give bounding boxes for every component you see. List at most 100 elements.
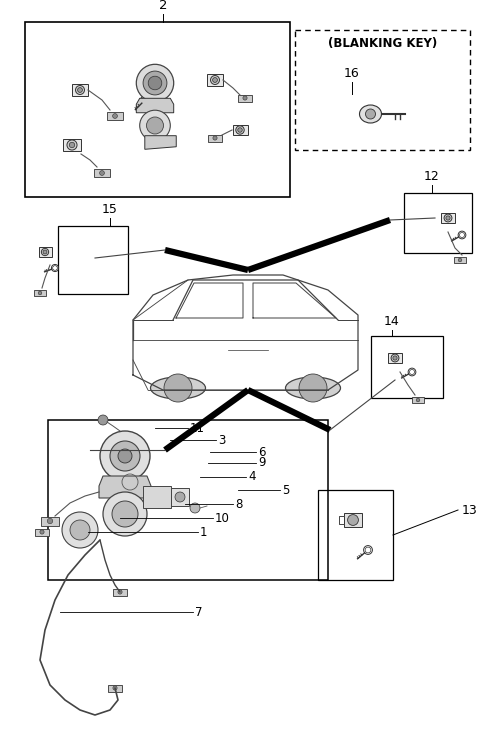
Circle shape bbox=[113, 113, 118, 118]
Bar bbox=[113, 589, 127, 595]
Text: (BLANKING KEY): (BLANKING KEY) bbox=[328, 38, 437, 51]
Circle shape bbox=[43, 250, 47, 254]
Text: 15: 15 bbox=[102, 203, 118, 216]
Circle shape bbox=[100, 171, 105, 175]
Bar bbox=[143, 486, 171, 508]
Circle shape bbox=[213, 136, 217, 140]
Circle shape bbox=[48, 518, 53, 524]
Bar bbox=[441, 213, 455, 223]
Bar bbox=[25, 22, 290, 197]
Circle shape bbox=[38, 291, 42, 295]
Circle shape bbox=[391, 354, 399, 362]
Bar bbox=[38, 247, 51, 257]
Circle shape bbox=[70, 520, 90, 540]
Bar bbox=[41, 517, 59, 526]
Circle shape bbox=[142, 97, 148, 103]
Text: 6: 6 bbox=[258, 445, 265, 459]
Circle shape bbox=[69, 142, 75, 148]
Circle shape bbox=[98, 415, 108, 425]
Bar bbox=[388, 353, 402, 363]
Circle shape bbox=[459, 233, 465, 238]
Circle shape bbox=[62, 512, 98, 548]
Text: 10: 10 bbox=[215, 512, 230, 525]
Circle shape bbox=[112, 501, 138, 527]
Bar bbox=[48, 420, 328, 580]
Bar bbox=[171, 488, 189, 506]
Circle shape bbox=[365, 109, 375, 119]
Circle shape bbox=[103, 492, 147, 536]
Bar bbox=[412, 397, 424, 403]
Bar bbox=[207, 74, 223, 85]
Bar bbox=[295, 30, 470, 150]
Circle shape bbox=[211, 76, 219, 85]
Bar bbox=[232, 124, 248, 135]
Text: 3: 3 bbox=[218, 434, 226, 447]
Circle shape bbox=[190, 503, 200, 513]
Bar bbox=[208, 135, 222, 141]
Circle shape bbox=[100, 431, 150, 481]
Circle shape bbox=[113, 686, 117, 690]
Text: 4: 4 bbox=[248, 470, 255, 484]
Ellipse shape bbox=[151, 377, 205, 399]
Circle shape bbox=[164, 374, 192, 402]
Circle shape bbox=[67, 140, 77, 150]
Bar bbox=[318, 490, 393, 580]
Circle shape bbox=[146, 117, 164, 134]
Polygon shape bbox=[99, 476, 151, 498]
Circle shape bbox=[446, 216, 450, 220]
Circle shape bbox=[110, 441, 140, 471]
Ellipse shape bbox=[286, 377, 340, 399]
Circle shape bbox=[143, 71, 167, 95]
Circle shape bbox=[213, 77, 217, 82]
Text: 1: 1 bbox=[200, 526, 207, 539]
Text: 2: 2 bbox=[159, 0, 167, 12]
Circle shape bbox=[118, 590, 122, 594]
Circle shape bbox=[243, 96, 247, 100]
Bar bbox=[238, 94, 252, 102]
Bar bbox=[58, 226, 128, 294]
Circle shape bbox=[393, 356, 397, 360]
Bar bbox=[34, 290, 46, 296]
Bar bbox=[371, 336, 443, 398]
Circle shape bbox=[118, 449, 132, 463]
Circle shape bbox=[136, 64, 174, 102]
Bar bbox=[107, 112, 123, 120]
Circle shape bbox=[148, 77, 162, 90]
Text: 8: 8 bbox=[235, 498, 242, 511]
Circle shape bbox=[348, 514, 359, 526]
Circle shape bbox=[53, 266, 57, 270]
Text: 13: 13 bbox=[462, 503, 478, 517]
Polygon shape bbox=[136, 99, 174, 113]
Bar bbox=[454, 257, 466, 263]
Circle shape bbox=[238, 128, 242, 132]
Bar bbox=[108, 684, 122, 692]
Bar bbox=[404, 193, 472, 253]
Bar bbox=[35, 528, 49, 536]
Text: 14: 14 bbox=[384, 315, 400, 328]
Bar bbox=[72, 85, 88, 96]
Text: 9: 9 bbox=[258, 456, 265, 470]
Circle shape bbox=[416, 398, 420, 402]
Circle shape bbox=[41, 248, 48, 255]
Circle shape bbox=[444, 214, 452, 222]
Text: 5: 5 bbox=[282, 484, 289, 497]
Circle shape bbox=[458, 258, 462, 262]
Circle shape bbox=[140, 110, 170, 141]
Circle shape bbox=[236, 126, 244, 134]
Circle shape bbox=[409, 369, 415, 375]
Bar bbox=[63, 138, 81, 152]
Circle shape bbox=[75, 85, 84, 94]
Text: 12: 12 bbox=[424, 170, 440, 183]
Circle shape bbox=[365, 547, 371, 553]
Text: 7: 7 bbox=[195, 606, 203, 618]
Circle shape bbox=[299, 374, 327, 402]
Polygon shape bbox=[145, 135, 176, 149]
Bar bbox=[94, 169, 110, 177]
Text: 16: 16 bbox=[344, 67, 360, 80]
Circle shape bbox=[40, 530, 44, 534]
Circle shape bbox=[175, 492, 185, 502]
Text: 11: 11 bbox=[190, 422, 205, 434]
Circle shape bbox=[78, 88, 83, 93]
Ellipse shape bbox=[360, 105, 382, 123]
Bar bbox=[344, 513, 362, 527]
